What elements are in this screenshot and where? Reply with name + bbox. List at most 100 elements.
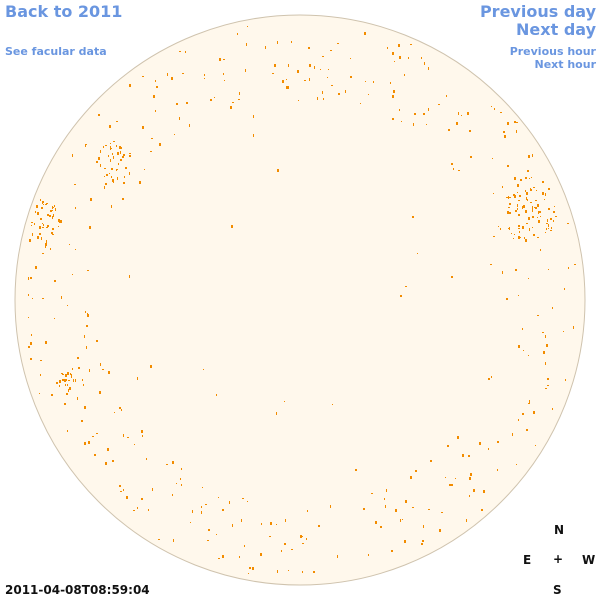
facula-point: [239, 556, 240, 558]
facula-point: [469, 477, 471, 480]
facula-point: [546, 228, 547, 230]
facula-point: [46, 240, 47, 243]
facula-point: [37, 236, 39, 239]
facula-point: [75, 379, 76, 382]
facula-point: [247, 501, 248, 502]
facula-point: [399, 56, 401, 59]
facula-point: [301, 536, 303, 537]
facula-point: [322, 56, 324, 57]
facula-point: [331, 85, 333, 86]
facula-point: [123, 182, 125, 184]
facula-point: [297, 70, 299, 73]
facula-point: [547, 378, 549, 380]
facula-point: [404, 540, 406, 543]
facula-point: [516, 464, 517, 465]
facula-point: [150, 365, 152, 368]
facula-point: [216, 394, 217, 396]
facula-point: [42, 227, 44, 228]
see-facular-data-link[interactable]: See facular data: [5, 45, 107, 58]
facula-point: [269, 536, 271, 537]
facula-point: [113, 141, 115, 142]
facula-point: [284, 543, 286, 545]
facula-point: [192, 510, 193, 513]
facula-point: [126, 496, 128, 499]
facula-point: [174, 134, 175, 135]
facula-point: [368, 94, 369, 95]
facula-point: [45, 243, 47, 246]
facula-point: [286, 79, 287, 80]
facula-point: [364, 32, 366, 35]
facula-point: [291, 41, 292, 43]
facula-point: [513, 238, 514, 239]
facula-point: [390, 82, 391, 84]
facula-point: [449, 484, 451, 486]
facula-point: [210, 99, 212, 101]
facula-point: [398, 44, 400, 47]
facula-point: [537, 204, 539, 207]
facula-point: [142, 435, 143, 437]
facula-point: [52, 206, 53, 209]
facula-point: [68, 380, 70, 381]
facula-point: [34, 223, 35, 225]
facula-point: [144, 169, 145, 170]
facula-point: [182, 73, 184, 74]
facula-point: [166, 464, 168, 465]
facula-point: [30, 342, 32, 345]
facula-point: [52, 234, 54, 235]
facula-point: [545, 193, 546, 196]
facula-point: [567, 223, 569, 224]
facula-point: [291, 549, 293, 550]
facula-point: [313, 571, 315, 573]
facula-point: [405, 286, 407, 287]
facula-point: [423, 113, 425, 115]
facula-point: [522, 328, 523, 330]
facula-point: [548, 224, 549, 227]
facula-point: [421, 543, 423, 545]
facula-point: [530, 188, 531, 189]
facula-point: [515, 210, 517, 212]
facula-point: [399, 109, 400, 111]
facula-point: [106, 174, 108, 176]
facula-point: [42, 298, 44, 299]
facula-point: [129, 275, 130, 278]
facula-point: [122, 156, 124, 158]
back-to-year-link[interactable]: Back to 2011: [5, 2, 123, 21]
facula-point: [119, 485, 121, 487]
compass-center: +: [553, 552, 564, 566]
facula-point: [504, 135, 506, 138]
next-day-link[interactable]: Next day: [516, 20, 596, 39]
facula-point: [532, 154, 533, 157]
facula-point: [110, 159, 111, 162]
facula-point: [517, 192, 518, 193]
facula-point: [466, 519, 467, 522]
facula-point: [72, 154, 73, 157]
previous-day-link[interactable]: Previous day: [479, 2, 596, 21]
facula-point: [218, 497, 219, 498]
facula-point: [500, 228, 501, 230]
facula-point: [395, 509, 397, 512]
facula-point: [308, 47, 310, 49]
facula-point: [330, 50, 332, 51]
next-hour-link[interactable]: Next hour: [534, 58, 597, 71]
facula-point: [458, 112, 459, 115]
facula-point: [181, 484, 182, 486]
facula-point: [546, 223, 548, 224]
facula-point: [110, 149, 111, 150]
facula-point: [120, 159, 122, 161]
facula-point: [553, 220, 554, 222]
facula-point: [39, 393, 40, 394]
facula-point: [36, 205, 38, 208]
facula-point: [270, 522, 272, 525]
facula-point: [318, 525, 320, 527]
facula-point: [479, 442, 481, 445]
previous-hour-link[interactable]: Previous hour: [509, 45, 596, 58]
facula-point: [60, 220, 62, 223]
facula-point: [84, 406, 86, 409]
facula-point: [542, 181, 544, 183]
facula-point: [152, 488, 153, 491]
facula-point: [430, 460, 432, 462]
facula-point: [106, 183, 107, 185]
facula-point: [28, 277, 29, 280]
facula-point: [207, 540, 209, 541]
facula-point: [539, 211, 541, 213]
